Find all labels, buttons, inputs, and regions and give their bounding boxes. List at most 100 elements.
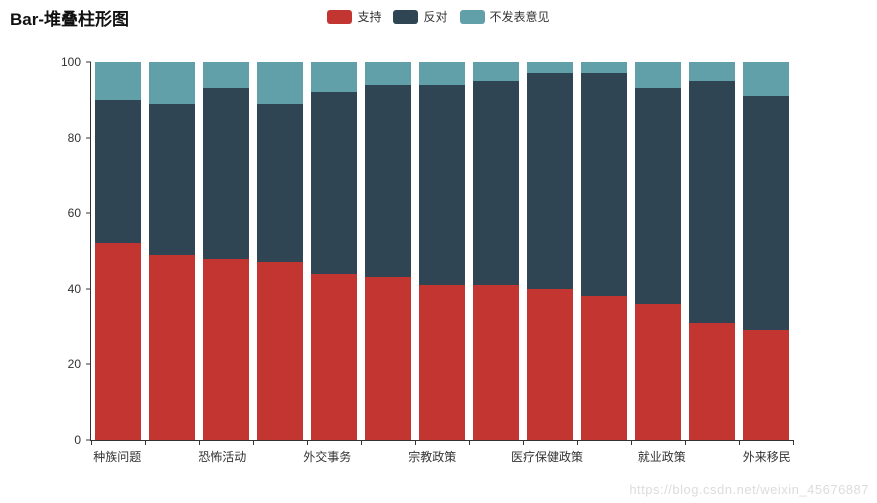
y-tick-label: 100 [60,55,81,69]
bar-segment-s2 [95,62,141,100]
bar-cell [253,62,307,440]
x-tick-mark [145,440,146,445]
legend-label: 不发表意见 [489,10,550,24]
bar-cell [631,62,685,440]
x-tick-mark [91,440,92,445]
x-tick-mark [469,440,470,445]
bar-segment-s0 [149,254,195,440]
bar-segment-s2 [473,62,519,81]
x-tick-mark [739,440,740,445]
x-label-cell [459,448,512,465]
y-tick-mark [86,288,91,290]
bar-segment-s1 [419,84,465,286]
bar-cell [469,62,523,440]
stacked-bar [95,62,141,440]
bar-segment-s1 [635,88,681,304]
bar-segment-s0 [689,322,735,440]
watermark: https://blog.csdn.net/weixin_45676887 [629,482,869,497]
x-label-cell [354,448,407,465]
bar-segment-s0 [257,262,303,440]
x-label-cell: 就业政策 [636,448,689,465]
x-tick-mark [631,440,632,445]
x-label-cell [688,448,741,465]
y-axis: 0 20 40 60 80 100 [41,56,91,446]
legend-item-2[interactable]: 不发表意见 [459,8,550,25]
bar-segment-s0 [95,243,141,440]
x-axis-ticks [91,440,794,445]
bar-segment-s0 [635,303,681,440]
stacked-bar [689,62,735,440]
bar-segment-s2 [743,62,789,97]
x-axis-label: 外交事务 [303,450,352,464]
x-tick-mark [685,440,686,445]
bar-segment-s0 [473,285,519,440]
bar-segment-s0 [203,258,249,440]
legend-item-0[interactable]: 支持 [327,8,381,25]
bar-segment-s0 [581,296,627,440]
legend-swatch-icon [459,9,485,24]
x-label-cell: 医疗保健政策 [511,448,583,465]
bar-segment-s1 [581,73,627,297]
x-tick-mark [253,440,254,445]
x-label-cell [583,448,636,465]
y-tick-label: 80 [67,130,81,145]
stacked-bar [311,62,357,440]
bar-segment-s0 [419,285,465,440]
x-axis-label: 种族问题 [93,450,142,464]
x-axis-label: 医疗保健政策 [511,450,584,464]
y-tick-mark [86,363,91,365]
bar-segment-s2 [257,62,303,104]
bar-cell [415,62,469,440]
legend-label: 反对 [423,10,448,24]
stacked-bar [365,62,411,440]
x-label-cell: 外来移民 [741,448,794,465]
bar-cell [523,62,577,440]
bar-segment-s2 [365,62,411,85]
x-label-cell: 恐怖活动 [196,448,249,465]
bar-cell [307,62,361,440]
legend-item-1[interactable]: 反对 [393,8,448,25]
bar-segment-s1 [149,103,195,255]
bar-segment-s0 [311,273,357,440]
x-axis-labels: 种族问题 恐怖活动 外交事务 宗教政策 医疗保健政策 就业政策 外来移民 [91,448,793,465]
stacked-bar [527,62,573,440]
bar-cell [199,62,253,440]
x-axis-label: 就业政策 [637,450,686,464]
y-tick-label: 60 [67,206,81,221]
bar-cell [739,62,793,440]
bars-container [91,62,793,440]
bar-segment-s2 [149,62,195,104]
bar-segment-s0 [527,288,573,440]
plot-area: 0 20 40 60 80 100 种族问题 恐怖活动 外交事务 宗教政策 医疗保健政策 就业政策 外… [61,56,794,464]
x-tick-mark [523,440,524,445]
y-tick-mark [86,137,91,139]
bar-segment-s1 [743,96,789,331]
stacked-bar [473,62,519,440]
stacked-bar [419,62,465,440]
y-tick-mark [86,212,91,214]
chart-title: Bar-堆叠柱形图 [10,10,130,29]
x-tick-mark [199,440,200,445]
x-tick-mark [361,440,362,445]
bar-segment-s2 [203,62,249,89]
bar-segment-s1 [257,103,303,263]
bar-segment-s2 [635,62,681,89]
y-tick-mark [86,439,91,441]
x-label-cell: 外交事务 [301,448,354,465]
stacked-bar [635,62,681,440]
bar-segment-s0 [743,330,789,440]
bar-cell [685,62,739,440]
bar-segment-s1 [203,88,249,259]
x-label-cell [249,448,302,465]
bar-segment-s2 [689,62,735,81]
bar-segment-s2 [419,62,465,85]
legend: 支持 反对 不发表意见 [0,8,877,25]
x-tick-mark [307,440,308,445]
stacked-bar [581,62,627,440]
x-tick-mark [793,440,794,445]
x-axis-label: 外来移民 [742,450,791,464]
stacked-bar [743,62,789,440]
y-tick-mark [86,61,91,63]
bar-segment-s1 [365,84,411,278]
